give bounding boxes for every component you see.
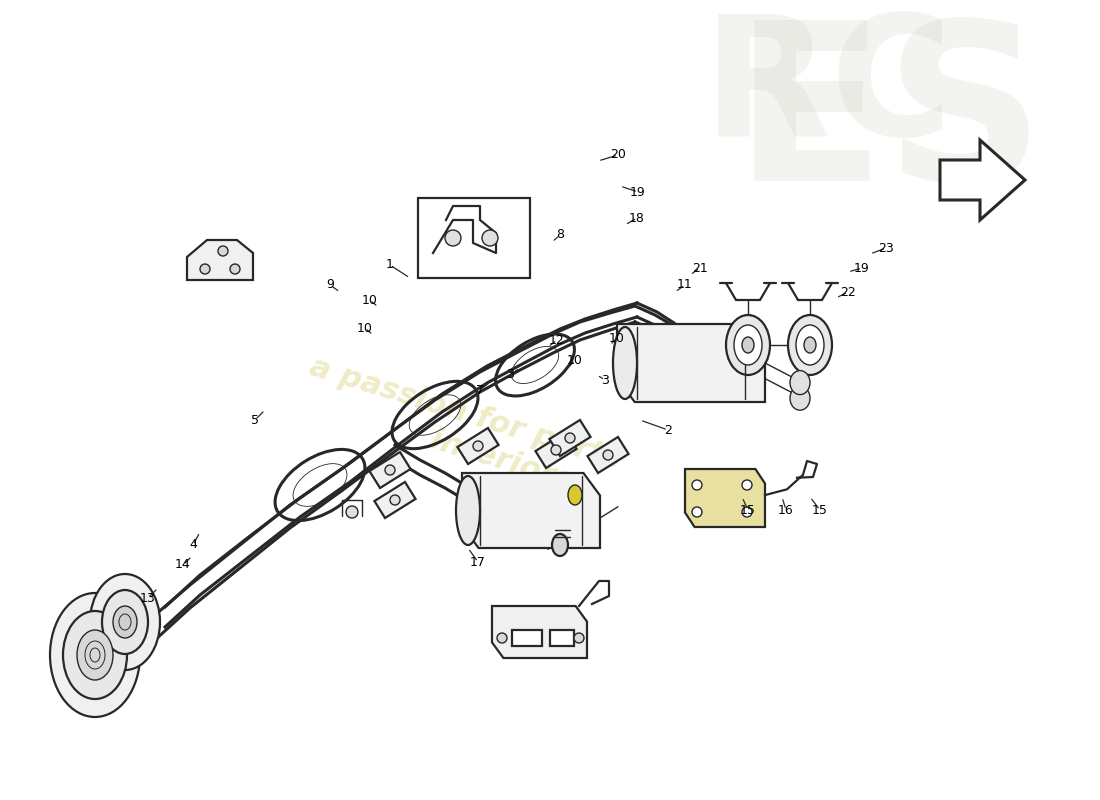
Text: 18: 18 bbox=[629, 211, 645, 225]
Ellipse shape bbox=[63, 611, 126, 699]
Ellipse shape bbox=[565, 433, 575, 443]
Ellipse shape bbox=[482, 230, 498, 246]
Ellipse shape bbox=[346, 506, 358, 518]
Ellipse shape bbox=[552, 534, 568, 556]
Ellipse shape bbox=[796, 325, 824, 365]
Polygon shape bbox=[685, 469, 764, 527]
Text: 23: 23 bbox=[878, 242, 894, 254]
Ellipse shape bbox=[446, 230, 461, 246]
Polygon shape bbox=[187, 240, 253, 280]
Ellipse shape bbox=[77, 630, 113, 680]
Ellipse shape bbox=[230, 264, 240, 274]
Text: 3: 3 bbox=[601, 374, 609, 386]
Ellipse shape bbox=[692, 480, 702, 490]
Text: 4: 4 bbox=[189, 538, 197, 551]
Ellipse shape bbox=[568, 485, 582, 505]
Text: 16: 16 bbox=[778, 503, 794, 517]
Text: 13: 13 bbox=[140, 591, 156, 605]
Polygon shape bbox=[550, 630, 574, 646]
Text: 19: 19 bbox=[630, 186, 646, 198]
Polygon shape bbox=[374, 482, 416, 518]
Text: 3: 3 bbox=[506, 369, 514, 382]
Polygon shape bbox=[940, 140, 1025, 220]
Polygon shape bbox=[536, 432, 576, 468]
Text: 21: 21 bbox=[692, 262, 708, 274]
Text: 10: 10 bbox=[362, 294, 378, 306]
Ellipse shape bbox=[456, 476, 480, 545]
Ellipse shape bbox=[497, 633, 507, 643]
Polygon shape bbox=[549, 420, 591, 456]
Ellipse shape bbox=[734, 325, 762, 365]
Text: 22: 22 bbox=[840, 286, 856, 298]
Ellipse shape bbox=[603, 450, 613, 460]
Polygon shape bbox=[492, 606, 587, 658]
Ellipse shape bbox=[804, 337, 816, 353]
Text: 5: 5 bbox=[251, 414, 258, 426]
Text: a passion for parts
         interiors: a passion for parts interiors bbox=[296, 353, 624, 507]
Text: 11: 11 bbox=[678, 278, 693, 291]
Ellipse shape bbox=[692, 507, 702, 517]
Ellipse shape bbox=[726, 315, 770, 375]
Ellipse shape bbox=[113, 606, 138, 638]
Ellipse shape bbox=[742, 480, 752, 490]
Ellipse shape bbox=[218, 246, 228, 256]
Text: 14: 14 bbox=[175, 558, 191, 571]
Text: 8: 8 bbox=[556, 229, 564, 242]
Polygon shape bbox=[458, 428, 498, 464]
Text: 15: 15 bbox=[812, 503, 828, 517]
Text: RC: RC bbox=[703, 9, 954, 171]
Text: 15: 15 bbox=[740, 503, 756, 517]
Ellipse shape bbox=[788, 315, 832, 375]
Text: ES: ES bbox=[734, 13, 1046, 227]
Polygon shape bbox=[587, 437, 628, 473]
Ellipse shape bbox=[574, 633, 584, 643]
Ellipse shape bbox=[102, 590, 148, 654]
Ellipse shape bbox=[613, 327, 637, 399]
Text: 10: 10 bbox=[609, 331, 625, 345]
Ellipse shape bbox=[473, 441, 483, 451]
Ellipse shape bbox=[385, 465, 395, 475]
Text: 10: 10 bbox=[358, 322, 373, 334]
Text: 17: 17 bbox=[470, 555, 486, 569]
Polygon shape bbox=[617, 324, 764, 402]
Ellipse shape bbox=[551, 445, 561, 455]
Text: 7: 7 bbox=[476, 383, 484, 397]
Text: 1: 1 bbox=[386, 258, 394, 271]
Text: 12: 12 bbox=[549, 334, 565, 346]
Polygon shape bbox=[512, 630, 542, 646]
Text: 9: 9 bbox=[326, 278, 334, 291]
Bar bbox=[418, 198, 530, 278]
Ellipse shape bbox=[742, 337, 754, 353]
Text: 20: 20 bbox=[610, 149, 626, 162]
Ellipse shape bbox=[790, 386, 810, 410]
Ellipse shape bbox=[90, 574, 160, 670]
Ellipse shape bbox=[390, 495, 400, 505]
Text: 10: 10 bbox=[568, 354, 583, 366]
Polygon shape bbox=[370, 452, 410, 488]
Polygon shape bbox=[462, 473, 600, 548]
Text: 19: 19 bbox=[854, 262, 870, 274]
Ellipse shape bbox=[742, 507, 752, 517]
Text: 2: 2 bbox=[664, 423, 672, 437]
Ellipse shape bbox=[790, 370, 810, 394]
Ellipse shape bbox=[50, 593, 140, 717]
Ellipse shape bbox=[200, 264, 210, 274]
